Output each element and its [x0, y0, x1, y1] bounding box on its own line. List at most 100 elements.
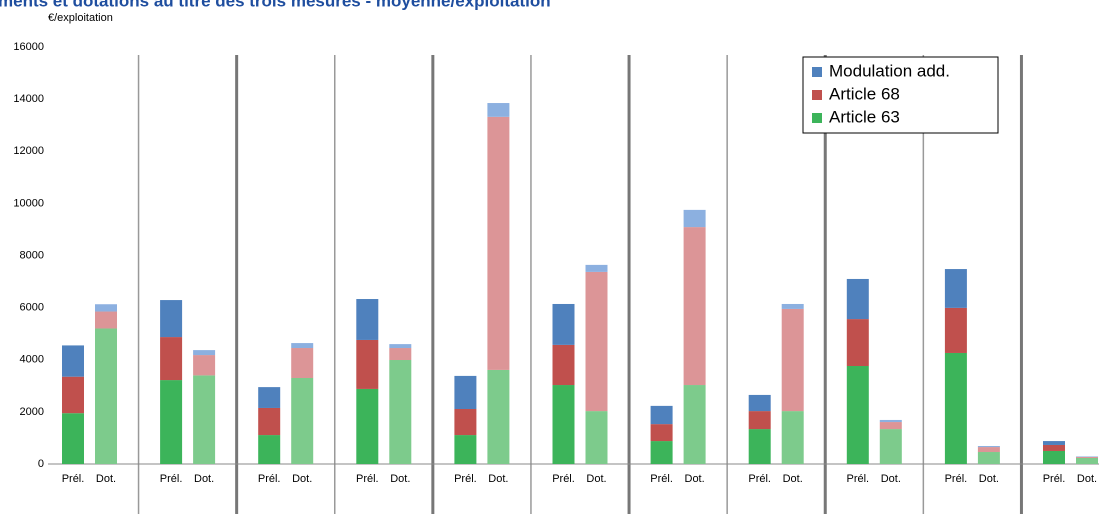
bar-segment: [258, 435, 281, 464]
bar-segment: [977, 452, 1000, 464]
legend: Modulation add. Article 68 Article 63: [802, 56, 999, 134]
x-tick-label: Dot.: [586, 473, 606, 485]
bar-segment: [95, 328, 117, 464]
legend-swatch: [812, 113, 822, 123]
bar-segment: [193, 355, 216, 376]
bar-segment: [193, 375, 216, 464]
bar-segment: [487, 369, 510, 464]
legend-label: Article 63: [829, 107, 900, 126]
y-tick-label: 8000: [20, 249, 44, 261]
y-tick-label: 2000: [20, 406, 44, 418]
bar-segment: [683, 385, 706, 464]
bar-segment: [846, 319, 869, 367]
bar-segment: [650, 405, 673, 425]
x-tick-label: Dot.: [685, 473, 705, 485]
x-tick-label: Prél.: [1043, 473, 1066, 485]
x-tick-label: Prél.: [552, 473, 575, 485]
bar-segment: [62, 413, 84, 464]
bar-segment: [552, 385, 575, 464]
y-tick-label: 12000: [13, 145, 44, 157]
bar-segment: [160, 300, 183, 338]
x-tick-label: Dot.: [292, 473, 312, 485]
bar-segment: [291, 348, 314, 378]
bar-segment: [487, 116, 510, 370]
y-tick-label: 0: [38, 458, 44, 470]
x-tick-label: Dot.: [979, 473, 999, 485]
bar-segment: [552, 303, 575, 345]
legend-swatch: [812, 90, 822, 100]
legend-swatch: [812, 67, 822, 77]
bar-segment: [95, 304, 117, 312]
y-tick-label: 4000: [20, 354, 44, 366]
bar-segment: [1076, 456, 1098, 459]
legend-box: [802, 56, 999, 134]
bar-segment: [62, 376, 84, 414]
bar-segment: [650, 424, 673, 442]
bar-segment: [977, 447, 1000, 453]
bar-segment: [389, 348, 412, 361]
bar-segment: [356, 339, 379, 389]
bar-segment: [95, 311, 117, 329]
bar-segment: [160, 337, 183, 381]
bar-segment: [356, 388, 379, 464]
x-tick-label: Dot.: [783, 473, 803, 485]
x-tick-label: Dot.: [881, 473, 901, 485]
bar-segment: [193, 350, 216, 356]
x-tick-label: Prél.: [454, 473, 477, 485]
bar-segment: [846, 278, 869, 320]
x-tick-label: Prél.: [356, 473, 379, 485]
bar-segment: [1043, 441, 1065, 445]
bar-segment: [846, 366, 869, 464]
bar-segment: [781, 303, 804, 309]
x-tick-label: Prél.: [258, 473, 281, 485]
y-tick-label: 6000: [20, 302, 44, 314]
bar-segment: [585, 264, 608, 272]
x-tick-label: Dot.: [194, 473, 214, 485]
legend-label: Article 68: [829, 84, 900, 103]
bar-segment: [944, 269, 967, 308]
bar-segment: [487, 103, 510, 117]
y-tick-label: 10000: [13, 197, 44, 209]
chart-title: ments et dotations au titre des trois me…: [0, 0, 551, 10]
y-tick-label: 14000: [13, 93, 44, 105]
bar-segment: [781, 308, 804, 412]
bar-segment: [879, 419, 902, 423]
x-tick-label: Dot.: [1077, 473, 1097, 485]
bar-segment: [291, 343, 314, 349]
x-tick-label: Prél.: [160, 473, 183, 485]
x-tick-label: Dot.: [488, 473, 508, 485]
bar-segment: [291, 377, 314, 464]
bar-segment: [454, 375, 477, 410]
bar-segment: [683, 209, 706, 228]
x-tick-label: Dot.: [390, 473, 410, 485]
bar-segment: [454, 409, 477, 436]
bar-segment: [356, 299, 379, 340]
x-tick-label: Dot.: [96, 473, 116, 485]
bar-segment: [258, 407, 281, 436]
bar-segment: [879, 422, 902, 430]
x-tick-label: Prél.: [650, 473, 673, 485]
bar-segment: [977, 446, 1000, 448]
bar-segment: [454, 435, 477, 464]
bar-segment: [389, 344, 412, 349]
bar-segment: [944, 352, 967, 464]
bar-segment: [1076, 458, 1098, 464]
y-axis-label: €/exploitation: [48, 12, 113, 24]
bar-segment: [258, 387, 281, 408]
bar-segment: [585, 271, 608, 412]
bar-segment: [879, 429, 902, 464]
x-tick-label: Prél.: [748, 473, 771, 485]
bar-segment: [650, 441, 673, 464]
bar-segment: [748, 429, 771, 464]
bar-segment: [1043, 444, 1065, 451]
bar-segment: [944, 307, 967, 353]
bar-segment: [160, 380, 183, 464]
x-tick-label: Prél.: [62, 473, 85, 485]
bar-segment: [62, 345, 84, 377]
bar-segment: [1076, 456, 1098, 457]
bar-segment: [781, 411, 804, 464]
legend-label: Modulation add.: [829, 61, 950, 80]
bar-segment: [389, 360, 412, 464]
x-tick-label: Prél.: [846, 473, 869, 485]
